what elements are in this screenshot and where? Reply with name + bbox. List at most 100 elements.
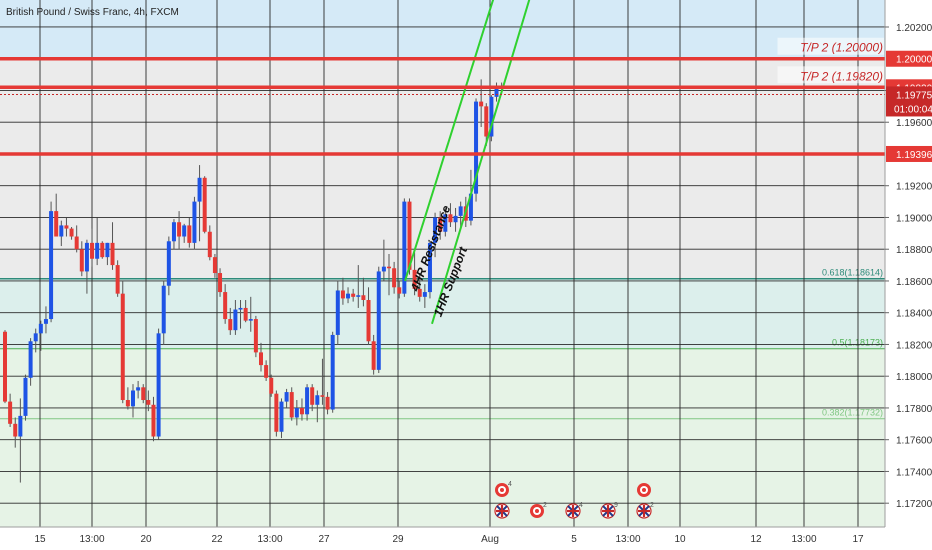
candle[interactable]: [294, 400, 299, 426]
candle[interactable]: [161, 280, 166, 345]
uk-flag-event-icon[interactable]: [494, 503, 510, 519]
candle[interactable]: [248, 296, 253, 332]
candle[interactable]: [187, 217, 192, 248]
candle[interactable]: [223, 284, 228, 324]
candle[interactable]: [115, 260, 120, 297]
candle[interactable]: [289, 387, 294, 421]
candle[interactable]: [269, 374, 274, 397]
candle[interactable]: [443, 207, 448, 237]
candle[interactable]: [228, 307, 233, 335]
candle[interactable]: [438, 211, 443, 240]
candle[interactable]: [177, 211, 182, 250]
candle[interactable]: [371, 334, 376, 375]
candle[interactable]: [346, 287, 351, 304]
candle[interactable]: [387, 253, 391, 296]
candle[interactable]: [95, 217, 100, 266]
candle[interactable]: [238, 300, 243, 329]
candle[interactable]: [299, 398, 304, 421]
candle[interactable]: [402, 198, 407, 297]
candle[interactable]: [120, 280, 125, 404]
candle[interactable]: [489, 95, 494, 142]
candle[interactable]: [13, 417, 18, 448]
candle[interactable]: [274, 390, 279, 437]
candle[interactable]: [141, 384, 146, 404]
target-event-icon[interactable]: [637, 483, 651, 497]
candle[interactable]: [330, 331, 335, 413]
candle[interactable]: [136, 380, 141, 399]
candle[interactable]: [253, 315, 258, 358]
candle[interactable]: [3, 330, 7, 404]
candle[interactable]: [202, 176, 207, 234]
candle[interactable]: [84, 239, 89, 294]
candle[interactable]: [264, 360, 269, 381]
candle[interactable]: [28, 338, 33, 386]
candle[interactable]: [310, 384, 315, 412]
candle[interactable]: [125, 387, 130, 410]
candle[interactable]: [366, 287, 371, 345]
candle[interactable]: [59, 220, 64, 247]
candle[interactable]: [474, 98, 479, 202]
candle[interactable]: [38, 320, 43, 351]
current-price-tag[interactable]: [886, 86, 932, 117]
candle[interactable]: [305, 384, 310, 421]
candle[interactable]: [233, 300, 238, 335]
candle[interactable]: [417, 273, 422, 302]
candle[interactable]: [43, 306, 48, 334]
candle[interactable]: [422, 284, 427, 308]
candle[interactable]: [335, 280, 340, 345]
candle[interactable]: [351, 288, 356, 302]
candle[interactable]: [74, 225, 79, 253]
candle[interactable]: [90, 228, 95, 267]
candle[interactable]: [151, 396, 156, 442]
candle[interactable]: [484, 103, 489, 147]
candle[interactable]: [64, 217, 69, 237]
candle[interactable]: [284, 388, 289, 408]
candle[interactable]: [412, 252, 417, 296]
candle[interactable]: [192, 196, 197, 250]
candle[interactable]: [207, 225, 212, 261]
candle[interactable]: [468, 169, 473, 226]
level-price-tag[interactable]: [886, 145, 932, 162]
candle[interactable]: [131, 384, 135, 418]
target-event-icon[interactable]: 2: [530, 502, 547, 518]
candle[interactable]: [182, 223, 187, 243]
candle[interactable]: [8, 393, 13, 427]
uk-flag-event-icon[interactable]: 4: [565, 502, 583, 519]
candle[interactable]: [105, 242, 110, 266]
candle[interactable]: [361, 277, 366, 307]
level-price-tag[interactable]: [886, 50, 932, 67]
candle[interactable]: [69, 226, 74, 240]
candle[interactable]: [166, 236, 171, 296]
candle[interactable]: [433, 212, 438, 258]
candle[interactable]: [279, 398, 284, 439]
uk-flag-event-icon[interactable]: 2: [636, 502, 654, 519]
candle[interactable]: [427, 241, 432, 299]
channel-resistance-line[interactable]: [404, 0, 497, 282]
candle[interactable]: [54, 193, 59, 237]
candle[interactable]: [325, 392, 330, 415]
candle[interactable]: [458, 201, 463, 229]
candle[interactable]: [448, 203, 453, 227]
candle[interactable]: [259, 342, 263, 372]
candle[interactable]: [320, 358, 325, 405]
candle[interactable]: [171, 219, 176, 250]
candle[interactable]: [218, 268, 223, 297]
candle[interactable]: [407, 198, 412, 275]
candle[interactable]: [243, 300, 248, 323]
candle[interactable]: [100, 241, 105, 259]
candle[interactable]: [79, 241, 84, 277]
candle[interactable]: [156, 328, 161, 440]
candle[interactable]: [197, 165, 202, 242]
candle[interactable]: [33, 328, 38, 353]
candle[interactable]: [18, 398, 23, 483]
candle[interactable]: [110, 222, 115, 270]
candle[interactable]: [397, 280, 402, 299]
candle[interactable]: [23, 374, 28, 421]
candle[interactable]: [392, 261, 397, 294]
candle[interactable]: [315, 390, 320, 423]
candle[interactable]: [376, 266, 381, 374]
target-event-icon[interactable]: 4: [495, 481, 512, 497]
candle[interactable]: [381, 239, 386, 281]
